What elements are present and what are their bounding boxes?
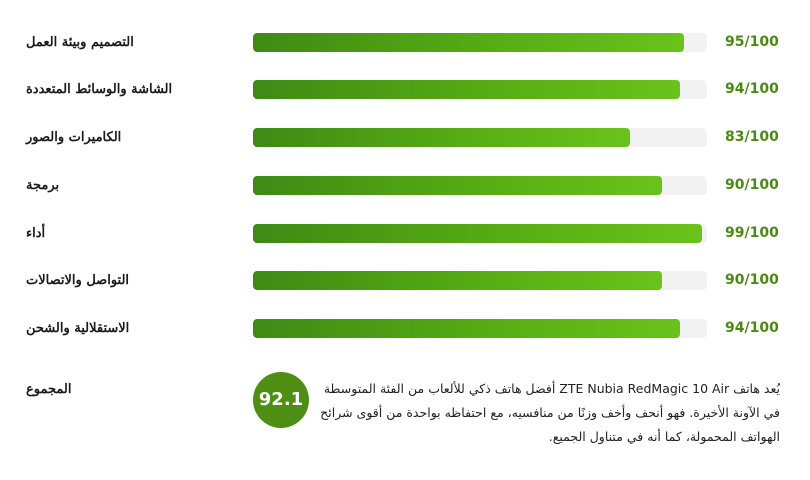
rating-bar-fill <box>253 319 680 338</box>
total-label: المجموع <box>26 382 72 397</box>
rating-row-connectivity: التواصل والاتصالات 90/100 <box>0 271 810 319</box>
rating-bar-track <box>253 33 707 52</box>
rating-label: التواصل والاتصالات <box>26 273 130 288</box>
rating-row-performance: أداء 99/100 <box>0 224 810 272</box>
rating-score: 83/100 <box>725 129 779 145</box>
total-score-badge: 92.1 <box>253 372 309 428</box>
rating-row-display: الشاشة والوسائط المتعددة 94/100 <box>0 80 810 128</box>
rating-label: أداء <box>26 226 46 241</box>
rating-label: الشاشة والوسائط المتعددة <box>26 82 173 97</box>
rating-row-design: التصميم وبيئة العمل 95/100 <box>0 33 810 81</box>
rating-bar-fill <box>253 33 685 52</box>
rating-label: برمجة <box>26 178 60 193</box>
rating-score: 99/100 <box>725 225 779 241</box>
rating-score: 94/100 <box>725 320 779 336</box>
rating-label: الكاميرات والصور <box>26 130 122 145</box>
rating-label: التصميم وبيئة العمل <box>26 35 134 50</box>
rating-bar-track <box>253 80 707 99</box>
rating-bar-fill <box>253 224 703 243</box>
rating-score: 90/100 <box>725 177 779 193</box>
rating-bar-track <box>253 224 707 243</box>
rating-score: 90/100 <box>725 272 779 288</box>
rating-row-battery: الاستقلالية والشحن 94/100 <box>0 319 810 367</box>
rating-row-software: برمجة 90/100 <box>0 176 810 224</box>
rating-bar-track <box>253 176 707 195</box>
rating-row-cameras: الكاميرات والصور 83/100 <box>0 128 810 176</box>
rating-bar-fill <box>253 271 662 290</box>
rating-bar-fill <box>253 176 662 195</box>
verdict-summary: يُعد هاتف ZTE Nubia RedMagic 10 Air أفضل… <box>320 381 780 444</box>
rating-bar-track <box>253 128 707 147</box>
rating-score: 94/100 <box>725 81 779 97</box>
rating-bar-track <box>253 271 707 290</box>
rating-bar-fill <box>253 80 680 99</box>
rating-label: الاستقلالية والشحن <box>26 321 130 336</box>
rating-score: 95/100 <box>725 34 779 50</box>
rating-bar-track <box>253 319 707 338</box>
rating-bar-fill <box>253 128 630 147</box>
